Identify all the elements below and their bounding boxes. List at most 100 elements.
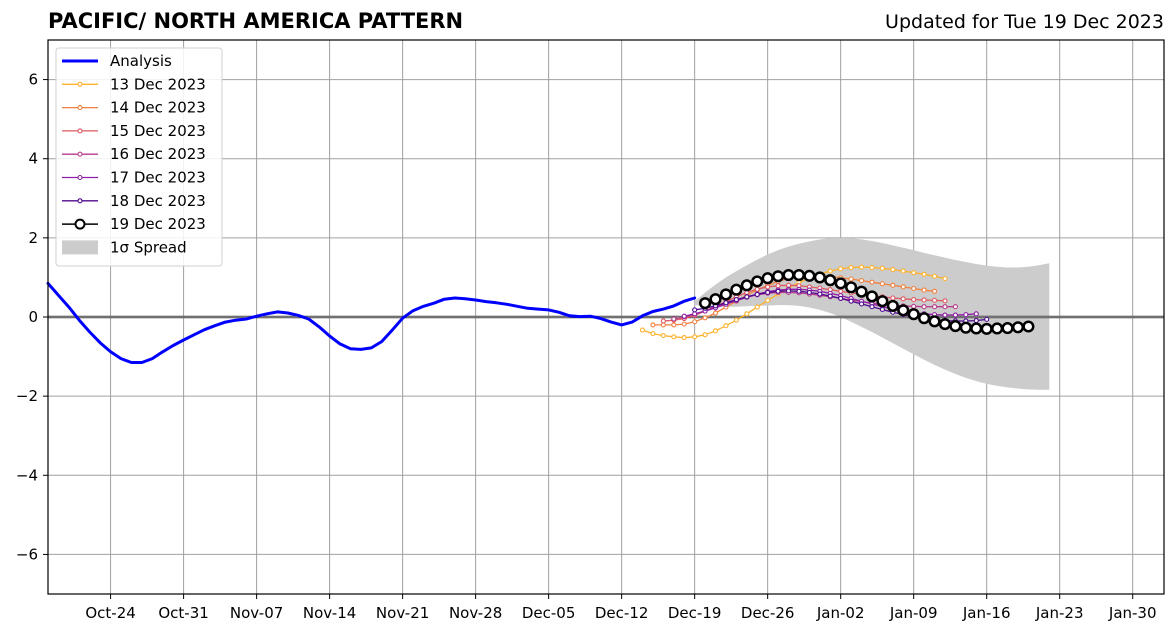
x-tick-label: Oct-24 bbox=[85, 604, 135, 622]
legend-marker bbox=[77, 105, 83, 111]
analysis-line bbox=[46, 281, 697, 364]
x-tick-label: Nov-21 bbox=[376, 604, 429, 622]
forecast-marker bbox=[785, 282, 792, 288]
legend-marker bbox=[77, 81, 83, 87]
forecast-marker bbox=[754, 291, 760, 297]
forecast-marker bbox=[949, 320, 962, 333]
forecast-marker bbox=[952, 304, 958, 310]
y-tick-label: 0 bbox=[28, 308, 38, 326]
forecast-marker bbox=[754, 304, 760, 310]
forecast-marker bbox=[900, 268, 906, 274]
forecast-marker bbox=[952, 312, 958, 318]
forecast-marker bbox=[931, 297, 938, 303]
forecast-marker bbox=[723, 323, 729, 329]
legend-item: Analysis bbox=[62, 52, 172, 70]
forecast-marker bbox=[712, 310, 719, 316]
forecast-marker bbox=[772, 270, 785, 283]
forecast-marker bbox=[865, 290, 879, 303]
forecast-marker bbox=[918, 312, 931, 325]
legend-label: 16 Dec 2023 bbox=[110, 145, 206, 163]
forecast-marker bbox=[827, 293, 833, 299]
legend-marker bbox=[77, 151, 83, 157]
forecast-marker bbox=[858, 278, 865, 284]
forecast-marker bbox=[754, 286, 760, 292]
forecast-marker bbox=[1022, 320, 1035, 333]
forecast-marker bbox=[890, 282, 896, 288]
forecast-marker bbox=[838, 288, 844, 294]
forecast-marker bbox=[879, 281, 885, 287]
forecast-marker bbox=[911, 270, 917, 276]
forecast-marker bbox=[911, 297, 917, 303]
forecast-marker bbox=[671, 316, 677, 322]
x-tick-label: Nov-14 bbox=[303, 604, 356, 622]
legend-item: 13 Dec 2023 bbox=[62, 75, 206, 93]
forecast-marker bbox=[785, 288, 792, 294]
forecast-marker bbox=[765, 297, 771, 303]
series-lines bbox=[46, 264, 1035, 364]
forecast-marker bbox=[740, 279, 753, 292]
forecast-marker bbox=[824, 274, 837, 287]
forecast-marker bbox=[942, 298, 948, 304]
forecast-marker bbox=[973, 318, 979, 324]
forecast-marker bbox=[845, 281, 858, 294]
y-tick-label: 6 bbox=[28, 71, 38, 89]
legend-item: 17 Dec 2023 bbox=[62, 169, 206, 187]
forecast-marker bbox=[921, 287, 927, 293]
legend-marker bbox=[77, 198, 83, 204]
forecast-marker bbox=[858, 301, 865, 307]
forecast-marker bbox=[699, 297, 712, 310]
legend-marker bbox=[74, 218, 86, 230]
forecast-marker bbox=[723, 300, 729, 306]
forecast-marker bbox=[692, 307, 698, 313]
legend-item: 16 Dec 2023 bbox=[62, 145, 206, 163]
forecast-marker bbox=[869, 304, 875, 310]
x-tick-label: Dec-12 bbox=[595, 604, 649, 622]
forecast-marker bbox=[984, 316, 990, 322]
forecast-marker bbox=[827, 268, 833, 274]
x-tick-label: Dec-05 bbox=[522, 604, 576, 622]
forecast-marker bbox=[702, 315, 708, 321]
legend-label: Analysis bbox=[110, 52, 172, 70]
x-tick-label: Jan-16 bbox=[962, 604, 1011, 622]
forecast-marker bbox=[733, 297, 739, 303]
forecast-marker bbox=[681, 335, 687, 341]
forecast-marker bbox=[869, 279, 875, 285]
forecast-marker bbox=[921, 304, 927, 310]
legend-label: 19 Dec 2023 bbox=[110, 215, 206, 233]
forecast-marker bbox=[897, 304, 910, 317]
x-tick-label: Jan-30 bbox=[1108, 604, 1157, 622]
forecast-marker bbox=[942, 312, 948, 318]
forecast-marker bbox=[942, 276, 948, 282]
forecast-marker bbox=[671, 322, 677, 328]
forecast-marker bbox=[879, 265, 885, 271]
forecast-marker bbox=[973, 311, 979, 317]
forecast-marker bbox=[692, 334, 698, 340]
forecast-series bbox=[699, 269, 1035, 335]
legend-marker bbox=[77, 128, 83, 134]
forecast-marker bbox=[980, 322, 993, 335]
forecast-marker bbox=[890, 295, 896, 301]
forecast-marker bbox=[900, 296, 906, 302]
forecast-marker bbox=[931, 288, 938, 294]
legend-label: 13 Dec 2023 bbox=[110, 75, 206, 93]
forecast-marker bbox=[970, 322, 983, 335]
x-tick-label: Dec-19 bbox=[668, 604, 722, 622]
forecast-marker bbox=[792, 269, 806, 282]
forecast-marker bbox=[1001, 322, 1014, 335]
forecast-marker bbox=[761, 272, 774, 285]
legend-swatch bbox=[62, 240, 98, 255]
forecast-marker bbox=[921, 297, 927, 303]
x-axis-ticks: Oct-24 Oct-31 Nov-07 Nov-14 Nov-21 Nov-28 Dec-… bbox=[85, 594, 1157, 622]
forecast-marker bbox=[744, 311, 750, 317]
forecast-marker bbox=[660, 322, 666, 328]
forecast-marker bbox=[858, 264, 865, 270]
legend: Analysis 13 Dec 2023 14 Dec 2023 15 Dec 202… bbox=[55, 47, 223, 267]
forecast-line bbox=[673, 291, 957, 320]
forecast-marker bbox=[681, 313, 687, 319]
forecast-marker bbox=[876, 295, 889, 308]
forecast-marker bbox=[650, 322, 656, 328]
forecast-marker bbox=[911, 285, 917, 292]
forecast-marker bbox=[900, 284, 906, 290]
forecast-marker bbox=[733, 317, 739, 323]
forecast-marker bbox=[890, 266, 896, 273]
